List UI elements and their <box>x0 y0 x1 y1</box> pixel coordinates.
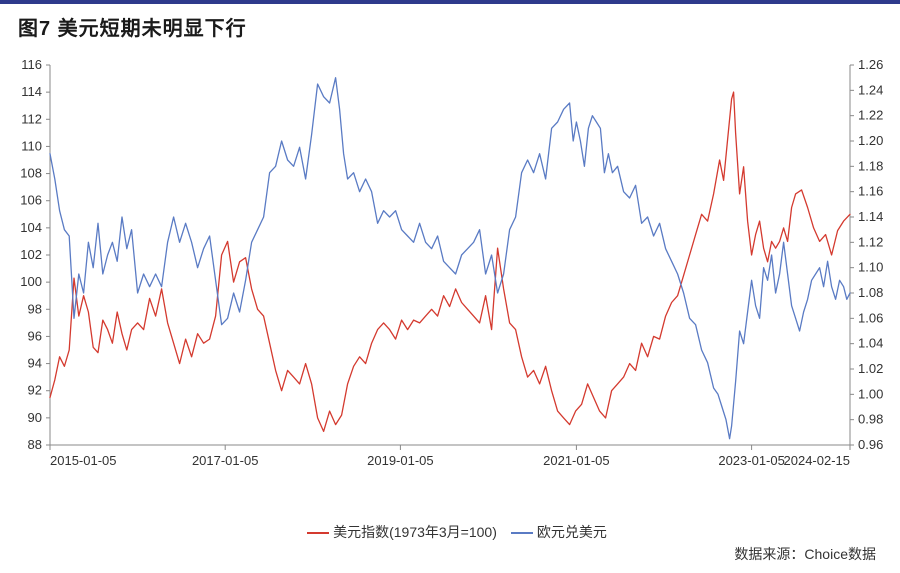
chart-container: 88 90 92 94 96 98 100 102 104 106 108 110 112 114 116 0… <box>0 47 900 522</box>
left-axis-tick: 102 <box>20 247 42 262</box>
right-axis-tick: 1.22 <box>858 108 883 123</box>
legend-label: 欧元兑美元 <box>537 524 607 540</box>
left-axis-tick: 88 <box>28 437 42 452</box>
legend: 美元指数(1973年3月=100) 欧元兑美元 <box>0 522 900 542</box>
right-axis-tick: 1.16 <box>858 184 883 199</box>
right-axis-tick: 1.00 <box>858 386 883 401</box>
right-axis-tick: 1.12 <box>858 234 883 249</box>
left-axis-tick: 110 <box>21 138 42 153</box>
left-axis-tick: 114 <box>21 84 42 99</box>
series-line <box>50 78 850 439</box>
right-axis-tick: 1.18 <box>858 158 883 173</box>
right-axis-tick: 1.14 <box>858 209 883 224</box>
x-axis-tick: 2021-01-05 <box>543 453 610 468</box>
chart-title: 图7 美元短期未明显下行 <box>18 18 247 40</box>
left-axis-tick: 116 <box>21 57 42 72</box>
data-source: 数据来源：Choice数据 <box>0 542 900 564</box>
right-axis-tick: 0.96 <box>858 437 883 452</box>
left-axis-tick: 92 <box>28 383 42 398</box>
x-axis-tick: 2019-01-05 <box>367 453 434 468</box>
left-axis-tick: 90 <box>28 410 42 425</box>
left-axis-tick: 100 <box>20 274 42 289</box>
left-axis-tick: 98 <box>28 301 42 316</box>
x-axis-tick: 2024-02-15 <box>784 453 851 468</box>
right-axis-tick: 1.20 <box>858 133 883 148</box>
chart-svg: 88 90 92 94 96 98 100 102 104 106 108 110 112 114 116 0… <box>0 47 900 522</box>
title-bar: 图7 美元短期未明显下行 <box>0 0 900 47</box>
left-axis-tick: 106 <box>20 193 42 208</box>
left-axis-tick: 108 <box>20 166 42 181</box>
legend-swatch <box>307 532 329 534</box>
legend-swatch <box>511 532 533 534</box>
right-axis-tick: 1.08 <box>858 285 883 300</box>
right-axis-tick: 1.06 <box>858 310 883 325</box>
x-axis-tick: 2023-01-05 <box>718 453 785 468</box>
left-axis-tick: 96 <box>28 328 42 343</box>
x-axis-tick: 2015-01-05 <box>50 453 117 468</box>
right-axis-tick: 1.10 <box>858 260 883 275</box>
right-axis-tick: 1.24 <box>858 82 883 97</box>
right-axis-tick: 1.26 <box>858 57 883 72</box>
left-axis-tick: 94 <box>28 356 42 371</box>
right-axis-tick: 1.02 <box>858 361 883 376</box>
legend-label: 美元指数(1973年3月=100) <box>333 524 497 540</box>
right-axis-tick: 0.98 <box>858 412 883 427</box>
x-axis-tick: 2017-01-05 <box>192 453 259 468</box>
left-axis-tick: 104 <box>20 220 42 235</box>
left-axis-tick: 112 <box>21 111 42 126</box>
right-axis-tick: 1.04 <box>858 336 883 351</box>
series-line <box>50 92 850 431</box>
